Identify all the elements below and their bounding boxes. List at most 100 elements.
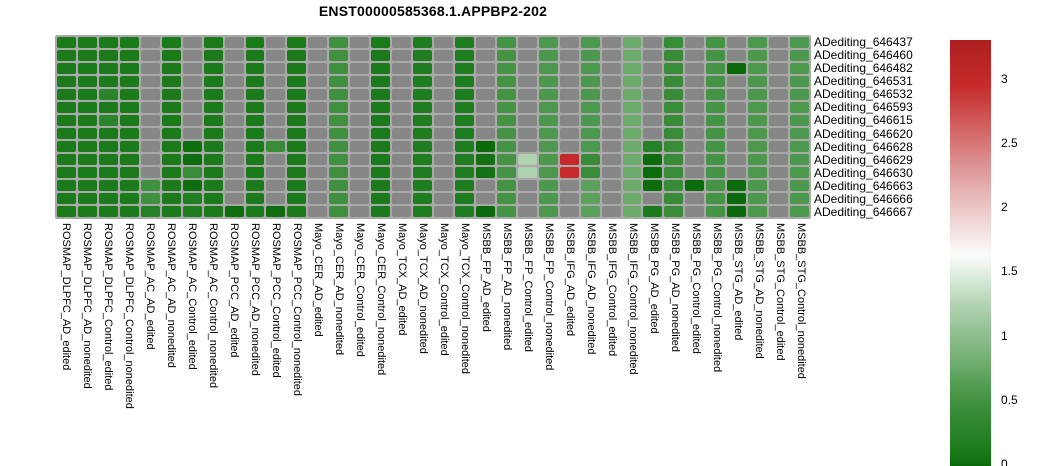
heatmap-cell <box>454 63 474 74</box>
heatmap-cell <box>496 167 516 178</box>
heatmap-cell <box>475 206 495 217</box>
heatmap-cell <box>769 206 789 217</box>
heatmap-cell <box>622 154 642 165</box>
heatmap-cell <box>727 50 747 61</box>
heatmap-cell <box>182 180 202 191</box>
heatmap-cell <box>140 37 160 48</box>
column-label: ROSMAP_PCC_AD_nonedited <box>248 223 261 376</box>
heatmap-cell <box>182 89 202 100</box>
heatmap-cell <box>413 76 432 87</box>
heatmap-cell <box>706 89 726 100</box>
heatmap-cell <box>790 193 809 204</box>
heatmap-cell <box>622 37 642 48</box>
heatmap-cell <box>790 206 809 217</box>
heatmap-cell <box>329 115 349 126</box>
heatmap-cell <box>371 115 391 126</box>
column-label: MSBB_IFG_Control_edited <box>605 223 618 357</box>
heatmap-cell <box>769 76 789 87</box>
heatmap-cell <box>748 115 768 126</box>
heatmap-cell <box>496 141 516 152</box>
heatmap-cell <box>769 193 789 204</box>
heatmap-cell <box>475 76 495 87</box>
heatmap-cell <box>57 76 76 87</box>
heatmap-cell <box>413 89 432 100</box>
heatmap-cell <box>77 206 97 217</box>
heatmap-cell <box>790 154 809 165</box>
heatmap-cell <box>413 102 432 113</box>
column-label: ROSMAP_PCC_Control_edited <box>269 223 282 378</box>
heatmap-cell <box>266 167 286 178</box>
heatmap-cell <box>140 89 160 100</box>
heatmap-cell <box>77 180 97 191</box>
heatmap-cell <box>98 89 118 100</box>
colorbar-tick-label: 1 <box>1001 328 1008 343</box>
heatmap-cell <box>371 50 391 61</box>
heatmap-cell <box>413 167 432 178</box>
heatmap-cell <box>601 141 621 152</box>
heatmap-cell <box>664 167 684 178</box>
heatmap-cell <box>769 154 789 165</box>
heatmap-cell <box>57 37 76 48</box>
heatmap-cell <box>434 89 453 100</box>
heatmap-cell <box>392 128 412 139</box>
heatmap-cell <box>371 37 391 48</box>
heatmap-cell <box>203 89 223 100</box>
heatmap-cell <box>727 37 747 48</box>
heatmap-cell <box>245 167 265 178</box>
heatmap-cell <box>182 115 202 126</box>
heatmap-cell <box>57 89 76 100</box>
heatmap-cell <box>287 128 307 139</box>
heatmap-cell <box>77 141 97 152</box>
colorbar-tick-label: 2 <box>1001 200 1008 215</box>
heatmap-cell <box>98 154 118 165</box>
heatmap-cell <box>224 167 244 178</box>
heatmap-cell <box>664 63 684 74</box>
heatmap-cell <box>643 193 663 204</box>
heatmap-cell <box>57 167 76 178</box>
heatmap-cell <box>245 63 265 74</box>
heatmap-cell <box>601 63 621 74</box>
heatmap-cell <box>182 63 202 74</box>
column-label: MSBB_FP_AD_edited <box>479 223 492 332</box>
heatmap-cell <box>538 76 558 87</box>
heatmap-cell <box>748 37 768 48</box>
heatmap-cell <box>392 115 412 126</box>
heatmap-cell <box>706 63 726 74</box>
heatmap-cell <box>203 115 223 126</box>
heatmap-cell <box>119 115 139 126</box>
heatmap-cell <box>77 115 97 126</box>
heatmap-cell <box>706 141 726 152</box>
heatmap-cell <box>203 102 223 113</box>
heatmap-cell <box>371 206 391 217</box>
heatmap-cell <box>664 206 684 217</box>
heatmap-cell <box>664 128 684 139</box>
heatmap-cell <box>622 63 642 74</box>
heatmap-cell <box>538 63 558 74</box>
heatmap-cell <box>790 180 809 191</box>
heatmap-cell <box>287 89 307 100</box>
heatmap-cell <box>538 206 558 217</box>
heatmap-cell <box>266 154 286 165</box>
heatmap-cell <box>245 102 265 113</box>
heatmap-cell <box>559 180 579 191</box>
heatmap-cell <box>224 206 244 217</box>
column-label: MSBB_IFG_AD_nonedited <box>584 223 597 355</box>
heatmap-cell <box>266 206 286 217</box>
column-label: MSBB_PG_Control_nonedited <box>710 223 723 373</box>
heatmap-cell <box>454 89 474 100</box>
heatmap-cell <box>748 102 768 113</box>
heatmap-cell <box>203 50 223 61</box>
heatmap-cell <box>475 102 495 113</box>
heatmap-cell <box>266 102 286 113</box>
heatmap-cell <box>434 115 453 126</box>
heatmap-cell <box>287 167 307 178</box>
heatmap-cell <box>580 141 600 152</box>
column-label: Mayo_TCX_AD_edited <box>395 223 408 336</box>
heatmap-cell <box>413 37 432 48</box>
heatmap-cell <box>161 141 181 152</box>
heatmap-cell <box>371 128 391 139</box>
heatmap-cell <box>161 115 181 126</box>
heatmap-cell <box>685 206 705 217</box>
heatmap-cell <box>266 63 286 74</box>
heatmap-cell <box>266 115 286 126</box>
